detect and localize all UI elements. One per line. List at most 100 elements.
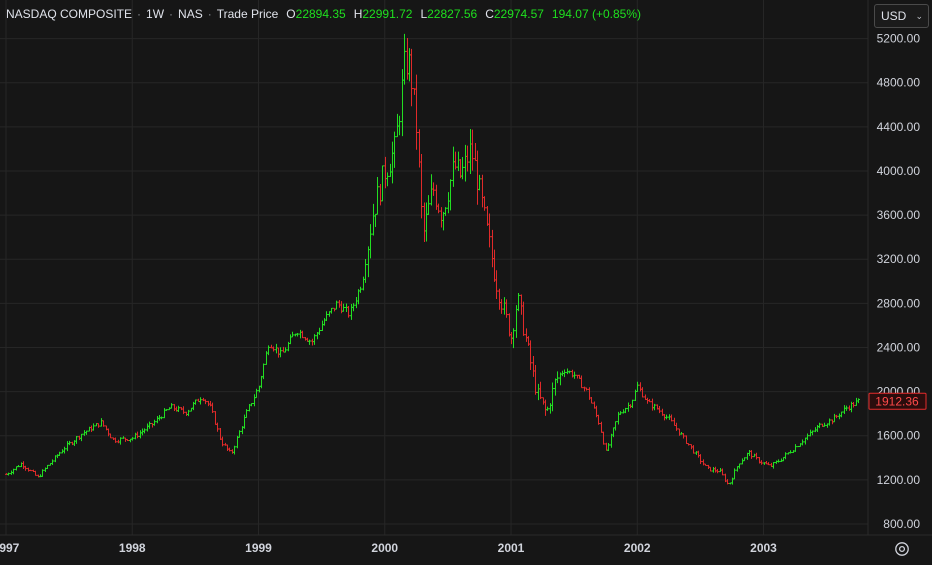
y-tick-label: 2400.00 xyxy=(877,340,921,354)
ohlc-bar-up xyxy=(653,403,656,411)
currency-value: USD xyxy=(881,9,907,23)
ohlc-bar-down xyxy=(488,213,491,248)
ohlc-bar-up xyxy=(308,339,311,345)
ohlc-bar-up xyxy=(92,423,95,431)
ohlc-bar-up xyxy=(296,332,299,337)
ohlc-bar-down xyxy=(423,202,426,242)
ohlc-bar-up xyxy=(313,334,316,345)
ohlc-bar-down xyxy=(760,460,763,465)
ohlc-bar-up xyxy=(376,176,379,215)
ohlc-bar-down xyxy=(658,405,661,414)
ohlc-bar-up xyxy=(170,403,173,409)
ohlc-bar-up xyxy=(627,402,630,412)
ohlc-bar-up xyxy=(85,430,88,435)
ohlc-bar-down xyxy=(597,414,600,425)
ohlc-bar-down xyxy=(226,444,229,451)
ohlc-bar-up xyxy=(335,300,338,310)
ohlc-bar-up xyxy=(139,430,142,439)
ohlc-bar-up xyxy=(255,388,258,399)
y-tick-label: 2800.00 xyxy=(877,296,921,310)
ohlc-bar-down xyxy=(437,203,440,214)
ohlc-bar-up xyxy=(391,141,394,184)
ohlc-bar-down xyxy=(486,205,489,226)
ohlc-bar-down xyxy=(311,338,314,346)
ohlc-bar-down xyxy=(522,301,525,336)
ohlc-bar-down xyxy=(641,387,644,398)
ohlc-bar-down xyxy=(520,294,523,315)
ohlc-bar-up xyxy=(374,213,377,227)
ohlc-bar-down xyxy=(214,411,217,425)
open-label: O xyxy=(286,7,296,21)
ohlc-bar-down xyxy=(379,183,382,206)
ohlc-bar-up xyxy=(260,375,263,389)
ohlc-bar-up xyxy=(512,328,515,349)
gear-icon[interactable] xyxy=(893,540,911,558)
ohlc-bar-up xyxy=(250,403,253,407)
ohlc-bar-up xyxy=(563,369,566,378)
ohlc-bar-down xyxy=(182,406,185,415)
ohlc-bar-up xyxy=(146,423,149,432)
ohlc-bar-down xyxy=(539,381,542,400)
ohlc-bar-up xyxy=(784,452,787,460)
ohlc-bar-up xyxy=(614,421,617,431)
ohlc-bar-down xyxy=(767,462,770,466)
ohlc-bar-up xyxy=(401,69,404,137)
ohlc-bar-down xyxy=(600,421,603,433)
x-tick-label: 1998 xyxy=(119,541,146,555)
ohlc-bar-down xyxy=(454,151,457,170)
ohlc-bar-up xyxy=(712,467,715,473)
ohlc-bar-up xyxy=(318,327,321,336)
ohlc-bar-up xyxy=(131,437,134,441)
ohlc-bar-up xyxy=(636,381,639,392)
ohlc-bar-up xyxy=(350,304,353,320)
ohlc-bar-up xyxy=(100,418,103,427)
high-label: H xyxy=(353,7,363,21)
ohlc-bar-down xyxy=(532,356,535,377)
ohlc-bar-down xyxy=(580,375,583,389)
ohlc-bar-up xyxy=(299,329,302,339)
ohlc-bar-up xyxy=(372,203,375,236)
ohlc-bar-down xyxy=(34,470,37,476)
ohlc-bar-down xyxy=(301,330,304,339)
ohlc-bar-up xyxy=(444,207,447,216)
ohlc-bar-down xyxy=(185,411,188,417)
ohlc-bar-down xyxy=(651,398,654,411)
ohlc-bar-up xyxy=(321,320,324,331)
interval[interactable]: 1W xyxy=(146,7,165,21)
ohlc-bar-up xyxy=(777,459,780,463)
ohlc-bar-up xyxy=(63,446,66,454)
time-axis[interactable]: 1997 1998 1999 2000 2001 2002 2003 xyxy=(0,541,777,555)
symbol-name[interactable]: NASDAQ COMPOSITE xyxy=(6,7,133,21)
ohlc-bar-up xyxy=(622,409,625,414)
ohlc-bar-up xyxy=(408,48,411,82)
ohlc-bar-up xyxy=(743,457,746,462)
ohlc-bar-up xyxy=(396,113,399,138)
ohlc-bar-up xyxy=(403,33,406,85)
ohlc-bar-up xyxy=(828,418,831,426)
ohlc-bar-up xyxy=(464,144,467,182)
x-tick-label: 2000 xyxy=(371,541,398,555)
ohlc-bar-up xyxy=(177,405,180,412)
ohlc-bar-up xyxy=(243,414,246,429)
ohlc-bar-down xyxy=(471,129,474,171)
legend-separator: · xyxy=(207,7,212,21)
ohlc-bar-up xyxy=(452,146,455,187)
ohlc-bar-down xyxy=(102,420,105,427)
ohlc-bar-down xyxy=(204,399,207,405)
ohlc-bar-up xyxy=(80,433,83,442)
ohlc-bar-up xyxy=(782,456,785,462)
ohlc-bar-up xyxy=(607,443,610,451)
ohlc-bar-down xyxy=(639,382,642,392)
currency-select[interactable]: USD ⌄ xyxy=(874,4,929,28)
ohlc-bar-up xyxy=(818,422,821,429)
ohlc-bar-up xyxy=(194,399,197,405)
ohlc-bar-down xyxy=(605,442,608,451)
ohlc-bar-up xyxy=(51,459,54,466)
y-tick-label: 3200.00 xyxy=(877,252,921,266)
ohlc-bar-down xyxy=(716,469,719,474)
close-label: C xyxy=(485,7,494,21)
ohlc-bar-down xyxy=(90,425,93,432)
last-price-label: 1912.36 xyxy=(868,392,927,410)
price-axis[interactable]: 800.001200.001600.002000.002400.002800.0… xyxy=(877,32,921,531)
